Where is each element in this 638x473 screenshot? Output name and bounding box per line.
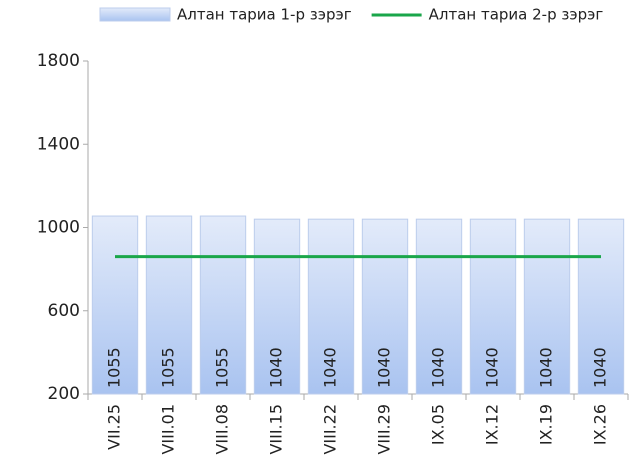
data-label: 1040 — [591, 347, 610, 388]
x-tick-label: IX.19 — [537, 404, 556, 445]
bar — [361, 218, 409, 395]
y-tick-label: 1400 — [37, 134, 80, 154]
data-label: 1040 — [537, 347, 556, 388]
x-tick-label: VIII.08 — [213, 404, 232, 455]
data-label: 1040 — [429, 347, 448, 388]
bar — [253, 218, 301, 395]
legend-label: Алтан тариа 2-р зэрэг — [429, 6, 604, 24]
bar — [199, 215, 247, 395]
data-label: 1055 — [213, 347, 232, 388]
y-tick-label: 600 — [48, 301, 80, 321]
x-tick-label: VIII.15 — [267, 404, 286, 455]
x-tick-label: VIII.01 — [159, 404, 178, 455]
data-label: 1055 — [105, 347, 124, 388]
data-label: 1040 — [321, 347, 340, 388]
legend-label: Алтан тариа 1-р зэрэг — [177, 6, 352, 24]
legend-swatch — [99, 7, 171, 22]
data-label: 1040 — [267, 347, 286, 388]
y-tick-label: 200 — [48, 384, 80, 404]
bar — [415, 218, 463, 395]
bar — [523, 218, 571, 395]
bar — [307, 218, 355, 395]
bar — [577, 218, 625, 395]
x-tick-label: VIII.22 — [321, 404, 340, 455]
data-label: 1040 — [483, 347, 502, 388]
x-tick-label: VII.25 — [105, 404, 124, 450]
data-label: 1055 — [159, 347, 178, 388]
data-label: 1040 — [375, 347, 394, 388]
x-tick-label: IX.26 — [591, 404, 610, 445]
x-tick-label: VIII.29 — [375, 404, 394, 455]
x-tick-label: IX.05 — [429, 404, 448, 445]
bar — [91, 215, 139, 395]
bar — [469, 218, 517, 395]
y-tick-label: 1800 — [37, 51, 80, 71]
y-tick-label: 1000 — [37, 218, 80, 238]
x-tick-label: IX.12 — [483, 404, 502, 445]
bar — [145, 215, 193, 395]
